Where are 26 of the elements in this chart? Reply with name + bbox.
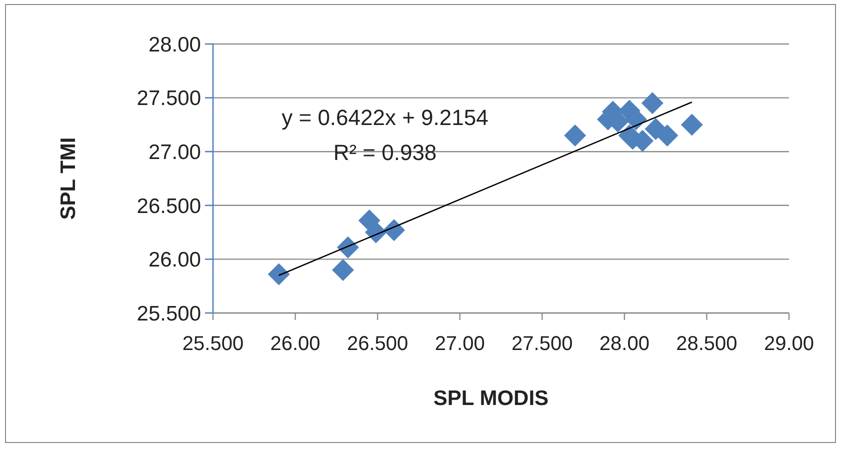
x-tick-label: 25.500 <box>182 333 244 355</box>
x-tick-label: 29.00 <box>764 333 814 355</box>
point <box>268 263 290 286</box>
point <box>641 92 664 114</box>
annotation: y = 0.6422x + 9.2154 <box>282 105 488 130</box>
y-tick-label: 26.500 <box>136 194 201 218</box>
y-axis-title: SPL TMI <box>57 137 80 220</box>
x-tick-label: 28.00 <box>599 333 650 355</box>
x-tick-label: 28.500 <box>676 333 738 355</box>
point <box>564 124 586 146</box>
x-tick-label: 26.00 <box>270 333 320 355</box>
y-tick-label: 28.00 <box>148 33 201 56</box>
point <box>332 258 354 281</box>
x-tick-label: 26.500 <box>346 333 408 355</box>
x-tick-label: 27.500 <box>512 333 573 355</box>
y-tick-label: 27.500 <box>136 87 201 110</box>
point <box>656 124 678 146</box>
annotation: R² = 0.938 <box>333 140 437 165</box>
y-tick-label: 26.00 <box>148 248 201 272</box>
point <box>383 219 406 242</box>
y-tick-label: 27.00 <box>148 140 201 164</box>
point <box>680 114 703 136</box>
y-tick-label: 25.500 <box>136 302 201 326</box>
x-axis-title: SPL MODIS <box>433 387 549 410</box>
point <box>336 236 359 258</box>
x-tick-label: 27.00 <box>434 333 485 355</box>
